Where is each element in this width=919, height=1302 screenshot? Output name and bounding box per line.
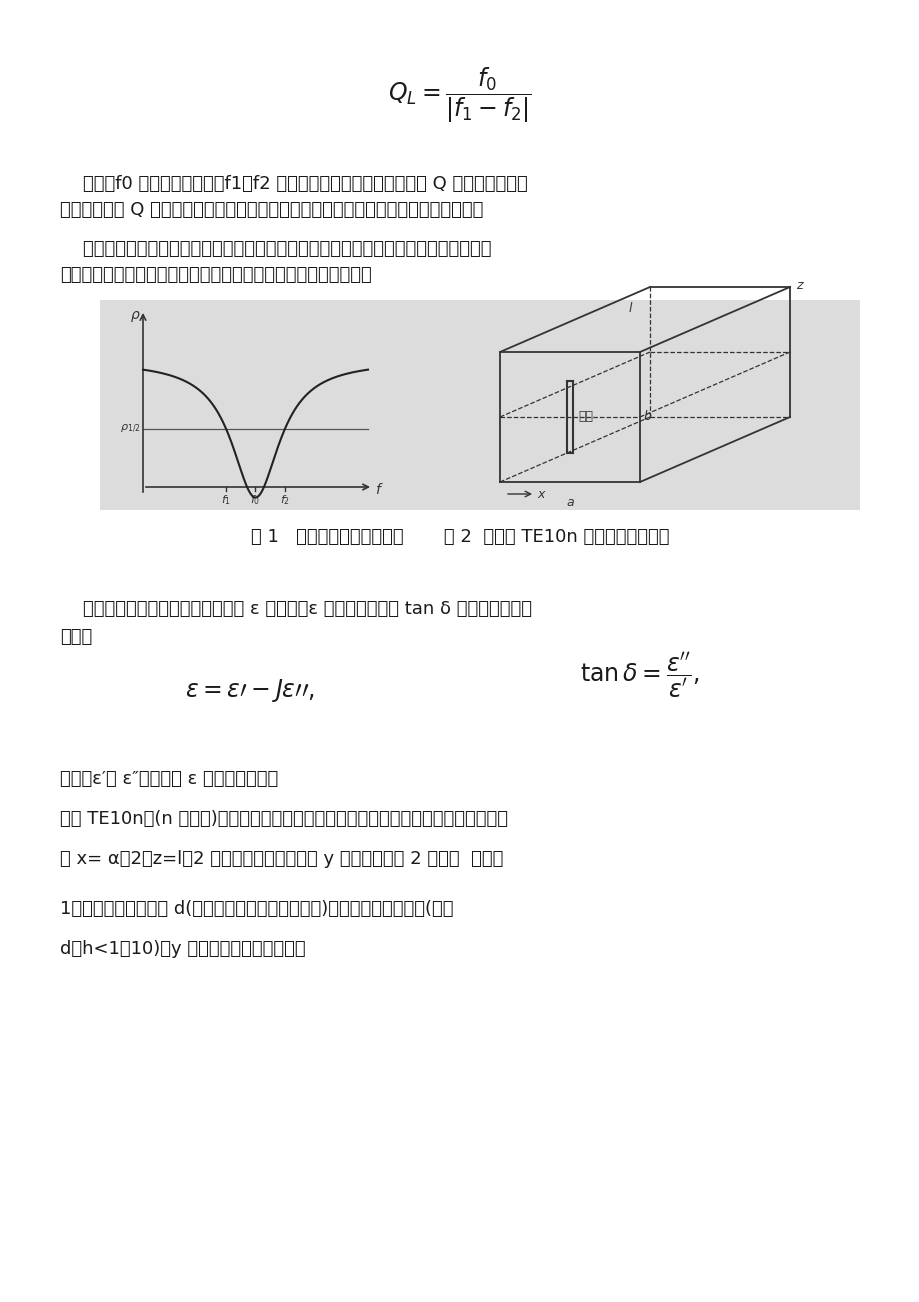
Text: 选择 TE10n，(n 为奇数)的谐振腔，将样品置于谐振腔内微波电场最强而磁场最弱处；: 选择 TE10n，(n 为奇数)的谐振腔，将样品置于谐振腔内微波电场最强而磁场最… [60,810,507,828]
Bar [100,299,859,510]
Text: 即 x= α／2，z=l／2 处，且样品棒的轴向与 y 轴平行，如图 2 所示。  假设：: 即 x= α／2，z=l／2 处，且样品棒的轴向与 y 轴平行，如图 2 所示。… [60,850,503,868]
Text: $f_1$: $f_1$ [221,493,231,506]
Text: d／h<1／10)，y 方向的退磁场可以忽略。: d／h<1／10)，y 方向的退磁场可以忽略。 [60,940,305,958]
Text: $\rho$: $\rho$ [130,309,141,324]
Text: $f$: $f$ [375,482,383,496]
Text: $Q_L = \dfrac{f_0}{|f_1 - f_2|}$: $Q_L = \dfrac{f_0}{|f_1 - f_2|}$ [388,65,531,125]
Text: x: x [537,487,544,500]
Text: 表示：: 表示： [60,628,92,646]
Text: 线越窄，因此 Q 值的高低除了表示谐振腔效率的高低之外，还表示频率选择性的好坏。: 线越窄，因此 Q 值的高低除了表示谐振腔效率的高低之外，还表示频率选择性的好坏。 [60,201,482,219]
Text: $\tan\delta = \dfrac{\varepsilon^{\prime\prime}}{\varepsilon^{\prime}},$: $\tan\delta = \dfrac{\varepsilon^{\prime… [580,650,699,700]
Text: 1．样品棒的横向尺寸 d(圆形的直径或正方形的边长)与棒长九相比小得多(一般: 1．样品棒的横向尺寸 d(圆形的直径或正方形的边长)与棒长九相比小得多(一般 [60,900,453,918]
Text: $f_0$: $f_0$ [250,493,260,506]
Text: a: a [565,496,573,509]
Text: $\rho_{1/2}$: $\rho_{1/2}$ [120,423,141,435]
Text: $z$: $z$ [795,279,804,292]
Text: $\varepsilon = \varepsilon\prime - J\varepsilon\prime\prime,$: $\varepsilon = \varepsilon\prime - J\var… [185,677,314,703]
Text: b: b [643,410,652,423]
Text: 中产生能量损失，因此，谐振腔的谐振频率和品质因数将会变化。: 中产生能量损失，因此，谐振腔的谐振频率和品质因数将会变化。 [60,266,371,284]
Text: 如果在矩形谐振腔内插入一样品棒，样品在腔中电场作用下就会极化，并在极化的过程: 如果在矩形谐振腔内插入一样品棒，样品在腔中电场作用下就会极化，并在极化的过程 [60,240,491,258]
Text: $f_2$: $f_2$ [279,493,289,506]
Text: 电介质在交变电场下，其介电常数 ε 为复数，ε 和介电损耗正切 tan δ 可由下列关系式: 电介质在交变电场下，其介电常数 ε 为复数，ε 和介电损耗正切 tan δ 可由… [60,600,531,618]
Text: 图 1   反射式谐振腔谐振曲线       图 2  微找法 TE10n 模式矩形腔示意图: 图 1 反射式谐振腔谐振曲线 图 2 微找法 TE10n 模式矩形腔示意图 [251,529,668,546]
Text: 其中：ε′和 ε″分别表示 ε 的实部和虚部。: 其中：ε′和 ε″分别表示 ε 的实部和虚部。 [60,769,278,788]
Text: 样品: 样品 [577,410,593,423]
Text: 式中：f0 为腔的谐振频率，f1，f2 分别为半功率点频率。谐振腔的 Q 值越高，谐振曲: 式中：f0 为腔的谐振频率，f1，f2 分别为半功率点频率。谐振腔的 Q 值越高… [60,174,528,193]
Text: l: l [628,302,631,315]
